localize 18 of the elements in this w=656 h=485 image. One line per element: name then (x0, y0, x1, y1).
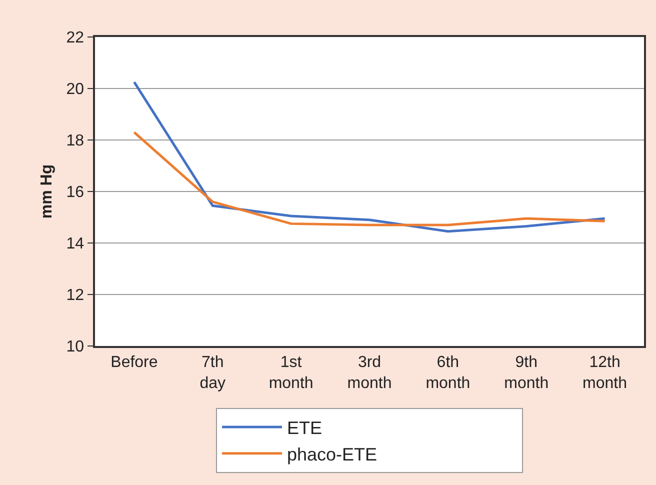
y-tick-label: 18 (66, 132, 84, 150)
x-tick-label: 7th day (200, 354, 226, 392)
x-tick-label: 1st month (268, 354, 314, 392)
y-tick-label: 10 (66, 338, 84, 356)
legend-label: ETE (287, 418, 322, 438)
x-tick-label: 12th month (582, 354, 628, 392)
y-tick-label: 12 (66, 287, 84, 304)
y-tick-label: 22 (66, 30, 84, 47)
line-series (132, 131, 606, 226)
legend-label: phaco-ETE (287, 444, 378, 464)
x-tick-label: 9th month (504, 354, 549, 392)
x-tick-label: 3rd month (347, 354, 392, 392)
y-tick-label: 14 (66, 236, 84, 253)
x-tick-label: Before (110, 354, 158, 371)
x-tick-label: 6th month (426, 354, 470, 392)
y-axis-title: mm Hg (38, 164, 56, 219)
y-tick-label: 20 (66, 81, 84, 98)
y-tick-label: 16 (66, 184, 84, 202)
